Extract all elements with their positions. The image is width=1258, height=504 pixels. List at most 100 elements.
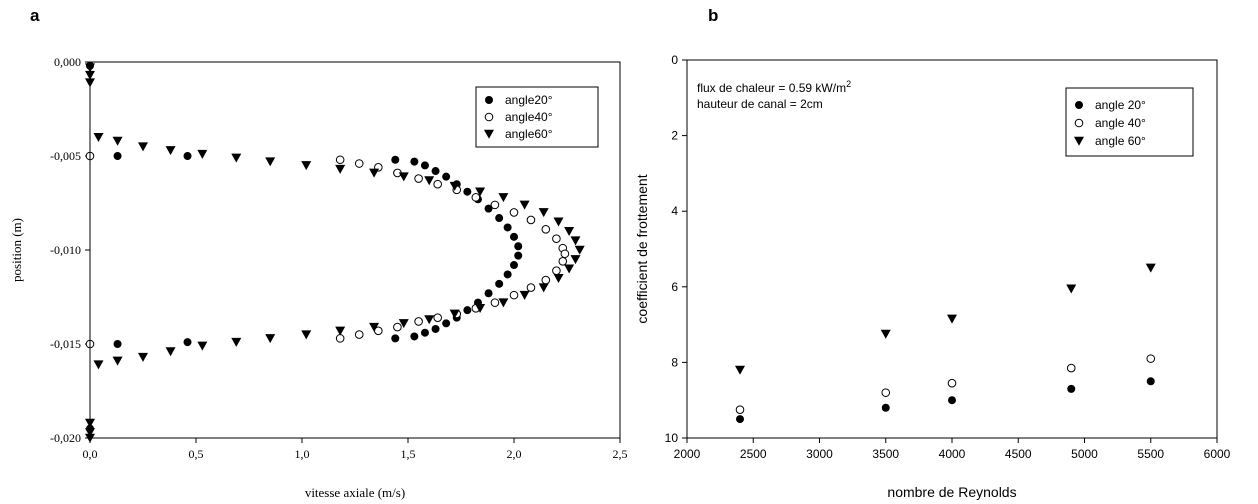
- data-point: [414, 174, 423, 183]
- legend-marker: [1074, 136, 1084, 146]
- data-point: [138, 142, 148, 152]
- data-point: [113, 152, 122, 160]
- chart-b-annotation-flux-sup: 2: [846, 79, 851, 89]
- data-point: [519, 290, 530, 300]
- x-tick-label: 3000: [806, 447, 833, 461]
- data-point: [881, 403, 890, 412]
- legend-label: angle40°: [505, 110, 553, 124]
- data-point: [197, 149, 208, 159]
- data-point: [391, 334, 400, 343]
- data-point: [442, 172, 451, 181]
- data-point: [475, 304, 486, 314]
- data-point: [93, 132, 104, 142]
- legend-marker: [1075, 101, 1083, 109]
- data-point: [335, 164, 346, 174]
- data-point: [570, 236, 581, 246]
- data-point: [564, 226, 575, 236]
- x-tick-label: 2,0: [507, 447, 522, 461]
- chart-a-points: [85, 61, 585, 443]
- x-tick-label: 0,5: [189, 447, 204, 461]
- x-tick-label: 2,5: [613, 447, 628, 461]
- data-point: [560, 249, 570, 259]
- legend-marker: [1074, 118, 1084, 128]
- data-point: [1145, 263, 1156, 273]
- data-point: [369, 322, 380, 332]
- data-point: [231, 153, 242, 163]
- data-point: [736, 415, 744, 424]
- data-point: [420, 161, 429, 170]
- data-point: [541, 225, 551, 234]
- x-tick-label: 1,5: [401, 447, 416, 461]
- data-point: [526, 215, 536, 225]
- series-1: [86, 61, 523, 433]
- data-point: [735, 405, 745, 414]
- data-point: [301, 330, 312, 340]
- legend-label: angle60°: [505, 127, 553, 141]
- data-point: [471, 193, 481, 202]
- x-tick-label: 2500: [740, 447, 767, 461]
- series-3: [735, 263, 1156, 375]
- data-point: [947, 378, 957, 388]
- data-point: [93, 360, 104, 370]
- data-point: [1067, 384, 1076, 393]
- data-point: [947, 314, 957, 324]
- data-point: [503, 270, 512, 279]
- legend-label: angle 40°: [1095, 116, 1146, 130]
- x-tick-label: 1,0: [295, 447, 310, 461]
- data-point: [526, 283, 536, 292]
- panel-b-letter: b: [708, 6, 718, 25]
- data-point: [1066, 284, 1077, 294]
- y-tick-label: 0: [671, 53, 678, 67]
- chart-a-legend: angle20° angle40° angle60°: [475, 86, 599, 148]
- chart-a: 0,0 0,5 1,0 1,5 2,0 2,5 0,000 -0,005 -0,010 -0,0…: [9, 55, 628, 500]
- data-point: [431, 324, 440, 333]
- chart-b-annotation-flux-text: flux de chaleur = 0.59 kW/m: [697, 81, 846, 95]
- data-point: [735, 365, 745, 375]
- data-point: [410, 157, 419, 166]
- chart-b-plot-frame: [686, 59, 1218, 439]
- data-point: [948, 396, 956, 405]
- data-point: [463, 187, 472, 196]
- data-point: [449, 181, 460, 191]
- y-tick-label: 6: [671, 280, 678, 294]
- chart-b-y-ticks: 0 2 4 6 8 10: [665, 53, 687, 445]
- data-point: [880, 329, 891, 339]
- data-point: [369, 168, 380, 178]
- data-point: [484, 204, 493, 213]
- data-point: [490, 200, 500, 210]
- data-point: [484, 289, 493, 298]
- data-point: [498, 298, 509, 308]
- chart-a-y-ticks: 0,000 -0,005 -0,010 -0,015 -0,020: [50, 55, 90, 445]
- data-point: [514, 251, 523, 260]
- data-point: [449, 309, 460, 319]
- data-point: [431, 167, 440, 176]
- series-1: [736, 377, 1155, 424]
- chart-b-y-label: coefficient de frottement: [634, 174, 650, 323]
- data-point: [553, 217, 564, 227]
- data-point: [490, 298, 500, 307]
- data-point: [1146, 377, 1155, 386]
- legend-marker: [484, 129, 494, 139]
- x-tick-label: 6000: [1204, 447, 1231, 461]
- data-point: [509, 208, 519, 217]
- data-point: [138, 352, 148, 362]
- data-point: [165, 347, 176, 357]
- x-tick-label: 5000: [1071, 447, 1098, 461]
- x-tick-label: 4000: [939, 447, 966, 461]
- data-point: [881, 388, 891, 397]
- legend-marker: [485, 96, 493, 104]
- data-point: [574, 245, 585, 255]
- chart-a-y-label: position (m): [9, 218, 24, 282]
- x-tick-label: 3500: [872, 447, 899, 461]
- data-point: [495, 214, 504, 223]
- data-point: [391, 155, 400, 164]
- data-point: [165, 146, 176, 156]
- chart-a-x-ticks: 0,0 0,5 1,0 1,5 2,0 2,5: [83, 438, 628, 461]
- data-point: [510, 232, 518, 241]
- data-point: [475, 187, 486, 197]
- data-point: [197, 341, 208, 351]
- data-point: [442, 319, 451, 328]
- data-point: [393, 322, 402, 332]
- data-point: [301, 161, 312, 171]
- data-point: [541, 275, 551, 285]
